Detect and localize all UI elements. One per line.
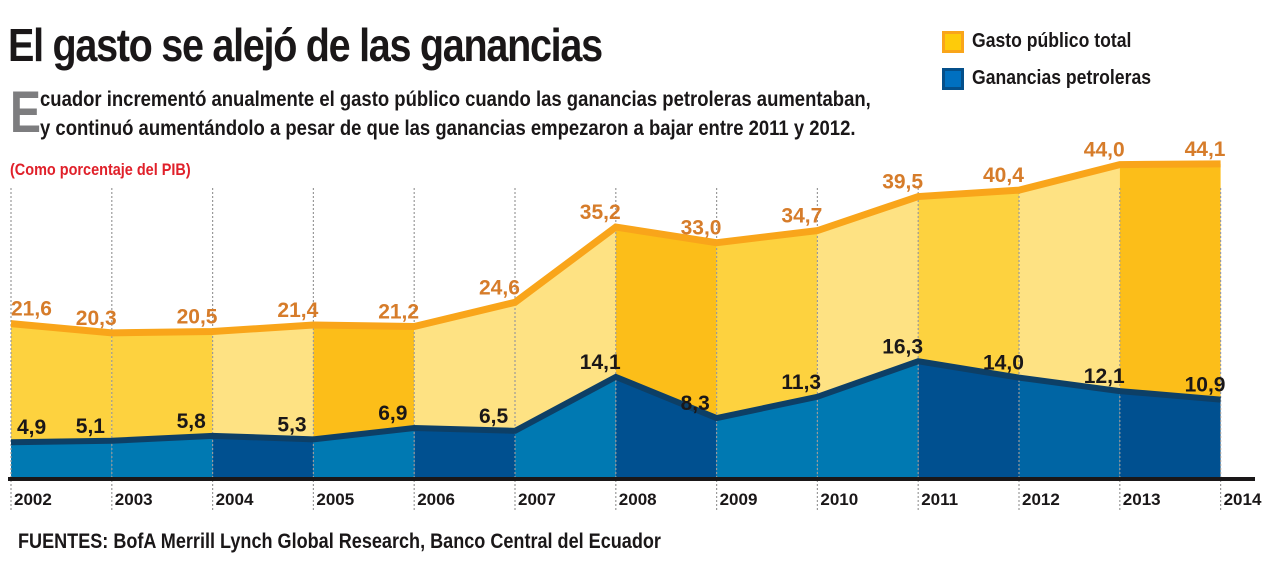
x-tick-label: 2002 [14, 490, 52, 509]
area-chart: 2002 2003 2004 2005 2006 2007 2008 2009 2010 2011… [8, 138, 1262, 510]
gasto-value-label: 20,3 [76, 307, 117, 330]
ganancias-value-label: 6,9 [378, 402, 407, 425]
x-tick-label: 2003 [115, 490, 153, 509]
ganancias-area-segment [515, 376, 616, 477]
ganancias-area-segment [313, 428, 415, 477]
gasto-area-segment [515, 227, 616, 431]
data-labels: 21,6 20,3 20,5 21,4 21,2 24,6 35,2 33,0 34,7 39,5… [11, 138, 1226, 439]
series-lines [10, 160, 1221, 446]
ganancias-value-label: 8,3 [681, 392, 710, 415]
legend-label-gasto: Gasto público total [972, 30, 1132, 52]
gasto-value-label: 33,0 [681, 217, 722, 240]
area-fills [11, 163, 1221, 477]
gasto-area-segment [615, 227, 717, 419]
legend-swatch-gasto [942, 30, 964, 53]
subtitle-line-1: cuador incrementó anualmente el gasto pú… [40, 88, 871, 111]
gasto-value-label: 20,5 [177, 305, 218, 328]
ganancias-area-segment [716, 396, 818, 477]
gasto-value-label: 39,5 [882, 171, 923, 194]
gasto-area-segment [11, 323, 112, 443]
source-note: FUENTES: BofA Merrill Lynch Global Resea… [18, 530, 661, 553]
gridlines [10, 188, 1222, 510]
gasto-area-segment [111, 331, 213, 441]
x-tick-label: 2006 [417, 490, 455, 509]
x-tick-label: 2012 [1022, 490, 1060, 509]
x-tick-label: 2014 [1224, 490, 1262, 509]
gasto-area-segment [817, 196, 919, 397]
ganancias-value-label: 4,9 [17, 416, 46, 439]
chart-title: El gasto se alejó de las ganancias [8, 19, 603, 71]
gasto-area-segment [716, 230, 818, 419]
x-tick-label: 2010 [820, 490, 858, 509]
ganancias-value-label: 16,3 [882, 335, 923, 358]
gasto-value-label: 24,6 [479, 276, 520, 299]
gasto-area-segment [1019, 164, 1120, 392]
x-tick-label: 2005 [316, 490, 354, 509]
ganancias-area-segment [1019, 377, 1120, 477]
ganancias-area-segment [1119, 391, 1221, 477]
ganancias-value-label: 14,1 [580, 351, 621, 374]
gasto-area-segment [1119, 163, 1221, 400]
x-tick-label: 2009 [720, 490, 758, 509]
gasto-area-segment [918, 190, 1019, 378]
subtitle-line-2: y continuó aumentándolo a pesar de que l… [40, 117, 856, 140]
unit-note: (Como porcentaje del PIB) [10, 160, 191, 179]
legend-swatch-ganancias [942, 67, 964, 90]
gasto-value-label: 21,4 [277, 299, 318, 322]
x-tick-label: 2008 [619, 490, 657, 509]
ganancias-area-segment [918, 361, 1019, 477]
ganancias-area-segment [212, 435, 314, 477]
ganancias-line [10, 358, 1221, 446]
ganancias-value-label: 14,0 [983, 352, 1024, 375]
ganancias-area-segment [414, 428, 515, 477]
ganancias-area-segment [111, 435, 213, 477]
gasto-value-label: 40,4 [983, 164, 1024, 187]
gasto-value-label: 44,1 [1185, 138, 1226, 161]
x-tick-label: 2011 [921, 490, 958, 509]
ganancias-value-label: 6,5 [479, 405, 509, 428]
ganancias-value-label: 12,1 [1084, 365, 1125, 388]
ganancias-area-segment [11, 440, 112, 477]
ganancias-area-segment [615, 376, 717, 477]
x-tick-label: 2007 [518, 490, 556, 509]
ganancias-value-label: 5,1 [76, 415, 106, 438]
legend-item-ganancias: Ganancias petroleras [942, 67, 1175, 90]
ganancias-value-label: 5,8 [177, 410, 207, 433]
ganancias-value-label: 11,3 [781, 371, 821, 394]
gasto-value-label: 21,6 [11, 298, 52, 321]
gasto-value-label: 35,2 [580, 201, 621, 224]
gasto-area-segment [414, 302, 515, 431]
legend-label-ganancias: Ganancias petroleras [972, 67, 1152, 89]
gasto-value-label: 21,2 [378, 300, 419, 323]
gasto-value-label: 34,7 [781, 205, 822, 228]
ganancias-value-label: 5,3 [277, 413, 306, 436]
x-tick-label: 2004 [216, 490, 254, 509]
gasto-area-segment [313, 325, 415, 440]
legend-item-gasto: Gasto público total [942, 30, 1153, 53]
subtitle-dropcap: E [10, 80, 41, 145]
gasto-value-label: 44,0 [1084, 139, 1125, 162]
gasto-line [10, 160, 1221, 337]
x-tick-label: 2013 [1123, 490, 1161, 509]
gasto-area-segment [212, 325, 314, 440]
x-axis: 2002 2003 2004 2005 2006 2007 2008 2009 2010 2011… [8, 477, 1262, 509]
ganancias-value-label: 10,9 [1185, 374, 1226, 397]
